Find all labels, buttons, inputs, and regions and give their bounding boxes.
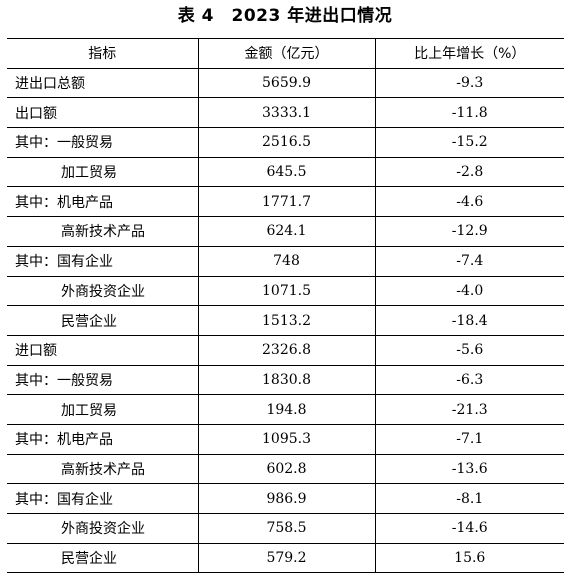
table-row: 外商投资企业 758.5 -14.6 — [7, 513, 564, 544]
header-amount: 金额（亿元） — [197, 38, 375, 69]
row-growth: -5.6 — [374, 335, 564, 366]
row-amount: 1830.8 — [197, 365, 375, 396]
row-growth: -9.3 — [374, 68, 564, 99]
table-row: 高新技术产品 602.8 -13.6 — [7, 454, 564, 485]
row-growth: 15.6 — [374, 543, 564, 573]
row-label: 其中：国有企业 — [7, 246, 198, 277]
table-row: 其中：国有企业 986.9 -8.1 — [7, 483, 564, 514]
row-label: 出口额 — [7, 97, 198, 129]
table-row: 加工贸易 194.8 -21.3 — [7, 394, 564, 425]
table-row: 进口额 2326.8 -5.6 — [7, 335, 564, 366]
table-row: 民营企业 1513.2 -18.4 — [7, 305, 564, 336]
table-row: 其中：国有企业 748 -7.4 — [7, 246, 564, 277]
header-indicator: 指标 — [7, 38, 198, 69]
row-growth: -8.1 — [374, 483, 564, 514]
row-amount: 1513.2 — [197, 305, 375, 336]
row-amount: 1095.3 — [197, 424, 375, 455]
row-amount: 986.9 — [197, 483, 375, 514]
table-row: 外商投资企业 1071.5 -4.0 — [7, 276, 564, 307]
row-growth: -12.9 — [374, 216, 564, 247]
row-amount: 645.5 — [197, 157, 375, 188]
row-label: 其中：一般贸易 — [7, 365, 198, 396]
row-label: 其中：一般贸易 — [7, 127, 198, 158]
row-label: 其中：国有企业 — [7, 483, 198, 514]
row-growth: -15.2 — [374, 127, 564, 158]
table-row: 加工贸易 645.5 -2.8 — [7, 157, 564, 188]
row-growth: -18.4 — [374, 305, 564, 336]
row-amount: 194.8 — [197, 394, 375, 425]
import-export-table: 指标 金额（亿元） 比上年增长（%） 进出口总额 5659.9 -9.3 出口额… — [7, 38, 564, 573]
header-growth: 比上年增长（%） — [374, 38, 564, 69]
row-growth: -6.3 — [374, 365, 564, 396]
row-label: 加工贸易 — [7, 394, 198, 425]
row-growth: -13.6 — [374, 454, 564, 485]
row-amount: 5659.9 — [197, 68, 375, 99]
row-amount: 2516.5 — [197, 127, 375, 158]
row-label: 进出口总额 — [7, 68, 198, 99]
row-growth: -7.1 — [374, 424, 564, 455]
table-row: 其中：一般贸易 1830.8 -6.3 — [7, 365, 564, 396]
row-growth: -4.6 — [374, 186, 564, 218]
row-label: 外商投资企业 — [7, 276, 198, 307]
row-growth: -2.8 — [374, 157, 564, 188]
row-label: 其中：机电产品 — [7, 424, 198, 455]
row-label: 高新技术产品 — [7, 216, 198, 247]
row-amount: 602.8 — [197, 454, 375, 485]
row-amount: 624.1 — [197, 216, 375, 247]
row-label: 加工贸易 — [7, 157, 198, 188]
table-header-row: 指标 金额（亿元） 比上年增长（%） — [7, 38, 564, 69]
row-growth: -11.8 — [374, 97, 564, 129]
row-growth: -14.6 — [374, 513, 564, 544]
row-amount: 1771.7 — [197, 186, 375, 218]
row-label: 民营企业 — [7, 305, 198, 336]
table-row: 其中：一般贸易 2516.5 -15.2 — [7, 127, 564, 158]
row-amount: 579.2 — [197, 543, 375, 573]
table-title: 表 4 2023 年进出口情况 — [177, 6, 393, 26]
row-growth: -4.0 — [374, 276, 564, 307]
row-label: 高新技术产品 — [7, 454, 198, 485]
row-growth: -7.4 — [374, 246, 564, 277]
row-growth: -21.3 — [374, 394, 564, 425]
table-row: 出口额 3333.1 -11.8 — [7, 97, 564, 129]
row-amount: 748 — [197, 246, 375, 277]
table-row: 其中：机电产品 1771.7 -4.6 — [7, 186, 564, 218]
row-amount: 2326.8 — [197, 335, 375, 366]
table-row: 进出口总额 5659.9 -9.3 — [7, 68, 564, 99]
table-row: 高新技术产品 624.1 -12.9 — [7, 216, 564, 247]
row-label: 外商投资企业 — [7, 513, 198, 544]
row-label: 进口额 — [7, 335, 198, 366]
row-amount: 758.5 — [197, 513, 375, 544]
row-label: 民营企业 — [7, 543, 198, 573]
row-label: 其中：机电产品 — [7, 186, 198, 218]
table-row: 民营企业 579.2 15.6 — [7, 543, 564, 573]
row-amount: 1071.5 — [197, 276, 375, 307]
row-amount: 3333.1 — [197, 97, 375, 129]
table-row: 其中：机电产品 1095.3 -7.1 — [7, 424, 564, 455]
